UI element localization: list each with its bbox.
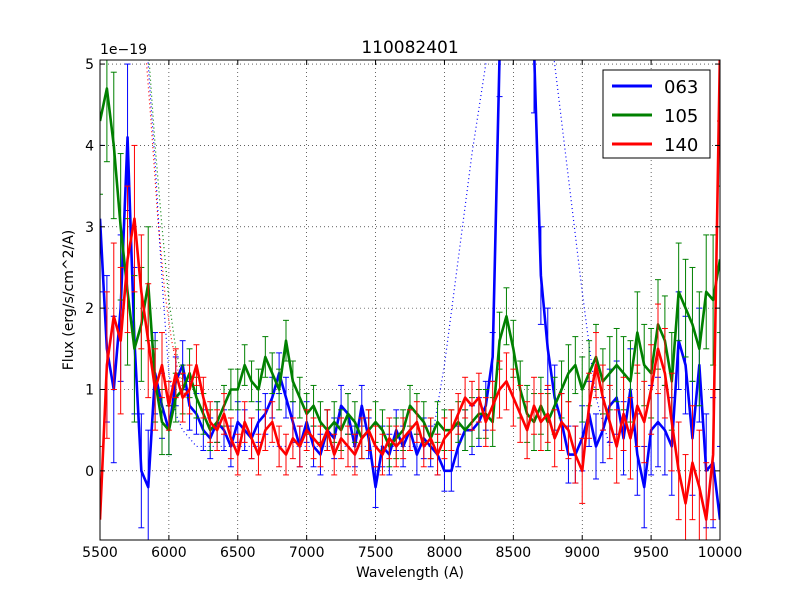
x-tick-label: 8500 xyxy=(496,545,532,561)
x-tick-label: 8000 xyxy=(427,545,463,561)
chart-title: 110082401 xyxy=(361,38,458,58)
axis-ticks: 5500 6000 6500 7000 7500 8000 8500 9000 9500 1000… xyxy=(82,57,742,561)
y-axis-label: Flux (erg/s/cm^2/A) xyxy=(61,230,77,370)
legend-label-063: 063 xyxy=(664,77,698,98)
y-tick-label: 0 xyxy=(85,464,94,480)
x-tick-label: 7000 xyxy=(289,545,325,561)
legend-label-140: 140 xyxy=(664,135,698,156)
series-layer xyxy=(100,60,720,540)
x-axis-label: Wavelength (A) xyxy=(356,565,464,581)
axes-frame xyxy=(99,59,721,541)
y-tick-label: 2 xyxy=(85,301,94,317)
legend-label-105: 105 xyxy=(664,106,698,127)
series-140 xyxy=(100,60,720,540)
legend: 063 105 140 xyxy=(602,69,711,159)
series-line-140 xyxy=(100,60,720,521)
x-tick-label: 5500 xyxy=(82,545,118,561)
x-tick-label: 9000 xyxy=(564,545,600,561)
x-tick-label: 7500 xyxy=(358,545,394,561)
x-tick-label: 6000 xyxy=(151,545,187,561)
x-tick-label: 9500 xyxy=(633,545,669,561)
x-tick-label: 10000 xyxy=(698,545,743,561)
y-tick-label: 4 xyxy=(85,138,94,154)
y-tick-label: 1 xyxy=(85,382,94,398)
x-tick-label: 6500 xyxy=(220,545,256,561)
y-tick-label: 3 xyxy=(85,220,94,236)
y-offset-label: 1e−19 xyxy=(100,42,147,58)
y-tick-label: 5 xyxy=(85,57,94,73)
